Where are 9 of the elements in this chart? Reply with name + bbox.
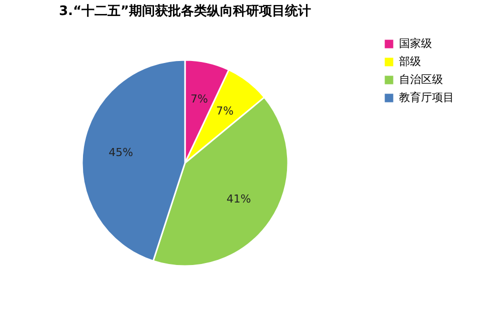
legend-label: 部级 <box>399 55 421 68</box>
legend-label: 自治区级 <box>399 73 443 86</box>
data-label: 7% <box>190 92 208 106</box>
legend-label: 国家级 <box>399 37 432 50</box>
data-label: 7% <box>216 104 234 118</box>
data-label: 45% <box>108 146 134 159</box>
legend-label: 教育厅项目 <box>399 91 454 104</box>
data-label: 41% <box>226 192 251 206</box>
chart-title: 3.“十二五”期间获批各类纵向科研项目统计 <box>58 3 312 19</box>
